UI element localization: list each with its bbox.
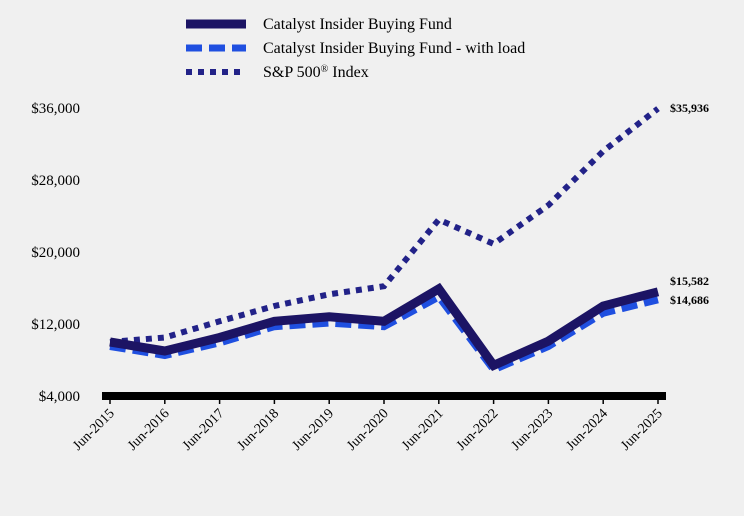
x-tick-label: Jun-2018 xyxy=(235,406,282,453)
x-axis: Jun-2015 Jun-2016 Jun-2017 Jun-2018 Jun-2019… xyxy=(70,392,666,454)
series-lines xyxy=(109,106,660,375)
series-line-s-p-500-index xyxy=(109,106,660,345)
end-labels: $15,582 $14,686 $35,936 xyxy=(670,101,709,307)
x-tick-label: Jun-2024 xyxy=(564,406,611,453)
x-tick-label: Jun-2022 xyxy=(454,406,501,453)
y-tick-label: $20,000 xyxy=(31,245,80,261)
y-axis: $4,000 $12,000 $20,000 $28,000 $36,000 xyxy=(31,101,80,405)
series-line-catalyst-insider-buying-fund xyxy=(109,282,660,371)
x-tick-label: Jun-2025 xyxy=(618,406,665,453)
y-tick-label: $36,000 xyxy=(31,101,80,117)
x-tick-label: Jun-2023 xyxy=(509,406,556,453)
legend-label-2: Catalyst Insider Buying Fund - with load xyxy=(263,40,525,57)
x-tick-label: Jun-2021 xyxy=(399,406,446,453)
x-tick-label: Jun-2020 xyxy=(344,406,391,453)
x-tick-label: Jun-2017 xyxy=(180,406,227,453)
x-tick-label: Jun-2016 xyxy=(125,406,172,453)
end-value-label-3: $35,936 xyxy=(670,101,709,115)
legend-label-1: Catalyst Insider Buying Fund xyxy=(263,16,452,33)
y-tick-label: $28,000 xyxy=(31,173,80,189)
legend-label-3: S&P 500® Index xyxy=(263,64,369,82)
x-tick-label: Jun-2015 xyxy=(70,406,117,453)
x-tick-label: Jun-2019 xyxy=(290,406,337,453)
end-value-label-2: $14,686 xyxy=(670,293,709,307)
end-value-label-1: $15,582 xyxy=(670,274,709,288)
legend: Catalyst Insider Buying Fund Catalyst Ins… xyxy=(186,16,525,81)
series-line-catalyst-insider-buying-fund-with-load xyxy=(109,292,659,375)
y-tick-label: $12,000 xyxy=(31,317,80,333)
y-tick-label: $4,000 xyxy=(39,389,80,405)
